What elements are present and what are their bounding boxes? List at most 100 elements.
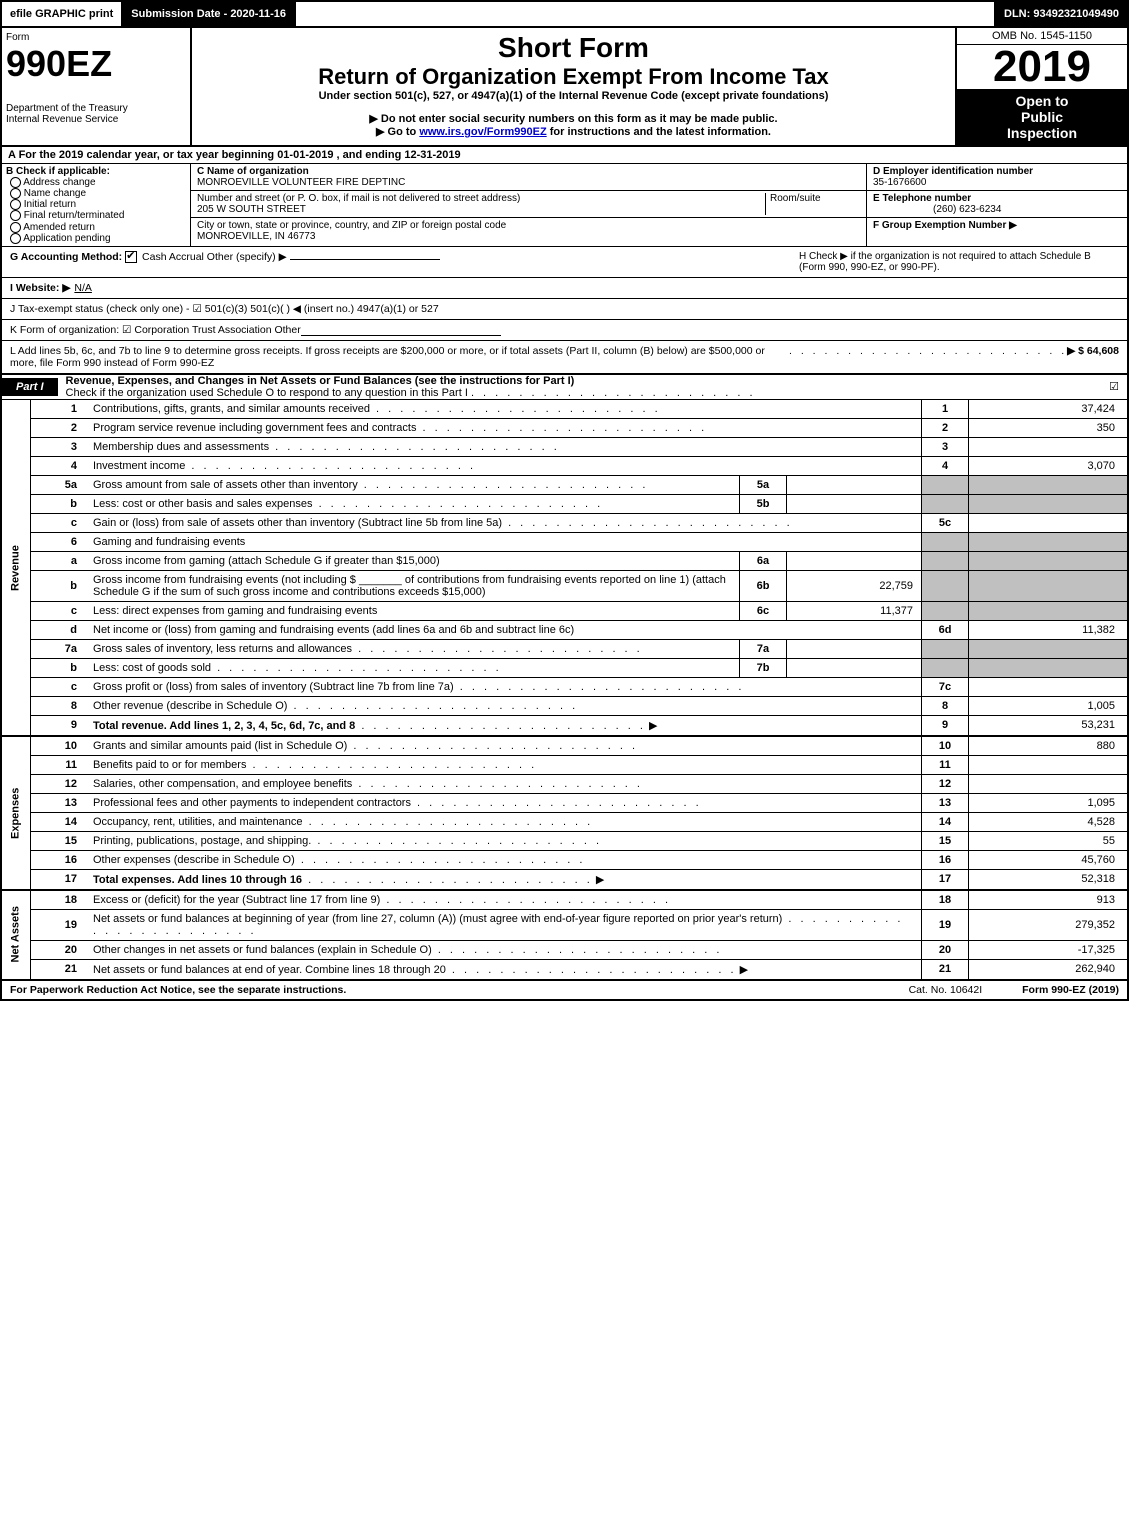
line20-box: 20 (922, 940, 969, 959)
line18-desc: Excess or (deficit) for the year (Subtra… (93, 894, 380, 906)
form-header: Form 990EZ Department of the Treasury In… (0, 28, 1129, 147)
f-label: F Group Exemption Number ▶ (873, 220, 1017, 231)
line15-box: 15 (922, 831, 969, 850)
line3-box: 3 (922, 437, 969, 456)
line6a-num: a (31, 551, 88, 570)
line6a-desc: Gross income from gaming (attach Schedul… (93, 555, 440, 567)
line16-desc: Other expenses (describe in Schedule O) (93, 854, 295, 866)
line6a-ibox: 6a (740, 551, 787, 570)
part1-table: Revenue 1 Contributions, gifts, grants, … (0, 400, 1129, 980)
line6b-num: b (31, 570, 88, 601)
line13-num: 13 (31, 793, 88, 812)
inspection-box: Open to Public Inspection (957, 89, 1127, 145)
line6a-shaded-amt (969, 551, 1129, 570)
subtitle: Under section 501(c), 527, or 4947(a)(1)… (196, 90, 951, 102)
website-value: N/A (74, 282, 92, 294)
ein: 35-1676600 (873, 177, 926, 188)
line5b-iamt (787, 494, 922, 513)
line6-desc: Gaming and fundraising events (93, 536, 245, 548)
line7b-shaded-amt (969, 658, 1129, 677)
line7a-shaded (922, 639, 969, 658)
line6b-shaded (922, 570, 969, 601)
checkbox-initial-return[interactable] (10, 199, 21, 210)
line7b-num: b (31, 658, 88, 677)
line9-amt: 53,231 (969, 715, 1129, 736)
line6c-shaded-amt (969, 601, 1129, 620)
opt-name-change: Name change (24, 188, 86, 199)
tax-year-row: A For the 2019 calendar year, or tax yea… (0, 147, 1129, 164)
line8-box: 8 (922, 696, 969, 715)
city-label: City or town, state or province, country… (197, 220, 506, 231)
note-goto: ▶ Go to www.irs.gov/Form990EZ for instru… (196, 125, 951, 138)
dept-treasury: Department of the Treasury (6, 103, 186, 114)
section-b-label: B Check if applicable: (6, 166, 186, 177)
line3-desc: Membership dues and assessments (93, 441, 269, 453)
header-right: OMB No. 1545-1150 2019 Open to Public In… (955, 28, 1127, 145)
line7c-amt (969, 677, 1129, 696)
submission-date-button[interactable]: Submission Date - 2020-11-16 (123, 0, 296, 28)
line3-num: 3 (31, 437, 88, 456)
revenue-label: Revenue (1, 400, 31, 736)
line5a-ibox: 5a (740, 475, 787, 494)
opt-initial-return: Initial return (24, 199, 76, 210)
line2-amt: 350 (969, 418, 1129, 437)
line9-arrow: ▶ (649, 720, 657, 732)
irs-link[interactable]: www.irs.gov/Form990EZ (419, 126, 546, 138)
line7c-box: 7c (922, 677, 969, 696)
part1-checkbox[interactable]: ☑ (1109, 380, 1119, 393)
line5b-shaded (922, 494, 969, 513)
line1-num: 1 (31, 400, 88, 419)
line2-desc: Program service revenue including govern… (93, 422, 416, 434)
note-goto-pre: ▶ Go to (376, 126, 419, 138)
line5a-shaded (922, 475, 969, 494)
footer-right: Form 990-EZ (2019) (1022, 984, 1119, 996)
line-j: J Tax-exempt status (check only one) - ☑… (0, 299, 1129, 320)
line17-arrow: ▶ (596, 874, 604, 886)
tax-year-text: A For the 2019 calendar year, or tax yea… (8, 149, 461, 161)
line6c-iamt: 11,377 (787, 601, 922, 620)
line6-num: 6 (31, 532, 88, 551)
dln-label: DLN: 93492321049490 (994, 0, 1127, 28)
checkbox-name-change[interactable] (10, 188, 21, 199)
line6c-ibox: 6c (740, 601, 787, 620)
efile-print-button[interactable]: efile GRAPHIC print (2, 0, 123, 28)
opt-address-change: Address change (23, 177, 95, 188)
line5c-num: c (31, 513, 88, 532)
line6d-box: 6d (922, 620, 969, 639)
line2-box: 2 (922, 418, 969, 437)
checkbox-final-return[interactable] (10, 210, 21, 221)
line7b-ibox: 7b (740, 658, 787, 677)
line19-box: 19 (922, 909, 969, 940)
line5b-num: b (31, 494, 88, 513)
line15-desc: Printing, publications, postage, and shi… (93, 835, 311, 847)
line6b-ibox: 6b (740, 570, 787, 601)
line7c-num: c (31, 677, 88, 696)
line21-desc: Net assets or fund balances at end of ye… (93, 964, 446, 976)
line5a-iamt (787, 475, 922, 494)
line15-amt: 55 (969, 831, 1129, 850)
line21-num: 21 (31, 959, 88, 979)
checkbox-address-change[interactable] (10, 177, 21, 188)
line15-num: 15 (31, 831, 88, 850)
section-d: D Employer identification number 35-1676… (867, 164, 1127, 246)
line-k: K Form of organization: ☑ Corporation Tr… (0, 320, 1129, 341)
line19-num: 19 (31, 909, 88, 940)
line7a-num: 7a (31, 639, 88, 658)
checkbox-cash[interactable] (125, 251, 137, 263)
line21-box: 21 (922, 959, 969, 979)
footer-center: Cat. No. 10642I (909, 984, 983, 996)
checkbox-application-pending[interactable] (10, 233, 21, 244)
line17-desc: Total expenses. Add lines 10 through 16 (93, 874, 302, 886)
line6-shaded (922, 532, 969, 551)
line17-amt: 52,318 (969, 869, 1129, 890)
c-label: C Name of organization (197, 166, 309, 177)
line5b-shaded-amt (969, 494, 1129, 513)
line3-amt (969, 437, 1129, 456)
line19-amt: 279,352 (969, 909, 1129, 940)
irs-label: Internal Revenue Service (6, 114, 186, 125)
line12-amt (969, 774, 1129, 793)
checkbox-amended-return[interactable] (10, 222, 21, 233)
line6b-iamt: 22,759 (787, 570, 922, 601)
d-label: D Employer identification number (873, 166, 1033, 177)
line12-desc: Salaries, other compensation, and employ… (93, 778, 352, 790)
